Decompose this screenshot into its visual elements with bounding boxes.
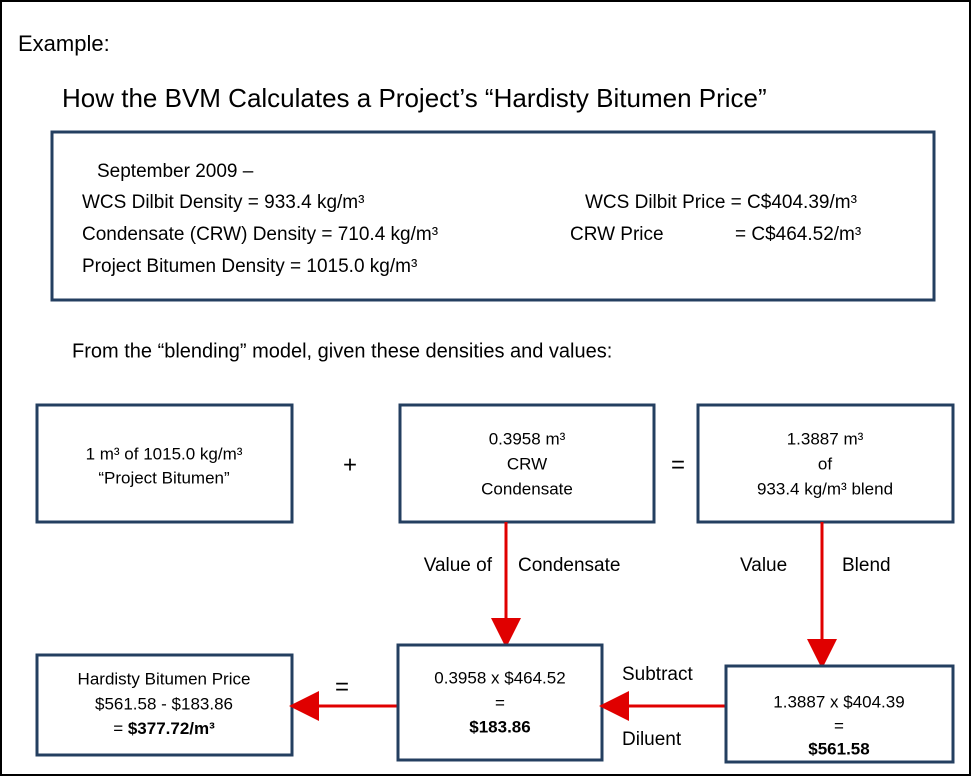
input: Project Bitumen Density = 1015.0 kg/m³ <box>82 256 417 277</box>
title: How the BVM Calculates a Project’s “Hard… <box>62 83 767 113</box>
intro: From the “blending” model, given these d… <box>72 340 612 362</box>
equals: = <box>335 673 349 700</box>
input: = C$464.52/m³ <box>735 224 861 245</box>
box-text: = $377.72/m³ <box>113 719 215 738</box>
box-text: 933.4 kg/m³ blend <box>757 479 893 498</box>
box-text: “Project Bitumen” <box>98 468 230 487</box>
box-text: = <box>495 693 505 712</box>
price-result: $377.72/m³ <box>128 719 215 738</box>
box-text: $561.58 - $183.86 <box>95 694 233 713</box>
box-text: Hardisty Bitumen Price <box>78 669 251 688</box>
bitumen-box <box>35 403 294 524</box>
input: Condensate (CRW) Density = 710.4 kg/m³ <box>82 224 438 245</box>
box-text: = <box>834 716 844 735</box>
box-text: $183.86 <box>469 717 530 736</box>
blend-value-box <box>724 664 955 764</box>
price-prefix: = <box>113 719 128 738</box>
diluent-box <box>396 643 604 762</box>
box-text: 1 m³ of 1015.0 kg/m³ <box>86 444 243 463</box>
input: CRW Price <box>570 224 664 245</box>
arrow-label: Value of <box>424 555 493 576</box>
input: WCS Dilbit Price = C$404.39/m³ <box>585 192 857 213</box>
input: WCS Dilbit Density = 933.4 kg/m³ <box>82 192 364 213</box>
box-text: CRW <box>507 454 547 473</box>
box-text: 0.3958 x $464.52 <box>434 668 565 687</box>
blend-box <box>696 403 955 524</box>
box-text: Condensate <box>481 479 573 498</box>
plus: + <box>343 451 357 478</box>
box-text: 1.3887 m³ <box>787 429 864 448</box>
example-label: Example: <box>18 31 110 56</box>
box-text: 0.3958 m³ <box>489 429 566 448</box>
equals: = <box>671 451 685 478</box>
arrow-label: Value <box>740 555 787 576</box>
box-text: $561.58 <box>808 739 869 758</box>
inputs-box <box>50 130 936 302</box>
arrow-label: Condensate <box>518 555 620 576</box>
box-text: of <box>818 454 832 473</box>
box-text: 1.3887 x $404.39 <box>773 692 904 711</box>
arrow-label: Blend <box>842 555 891 576</box>
arrow-label: Subtract <box>622 664 693 685</box>
date: September 2009 – <box>97 161 254 182</box>
arrow-label: Diluent <box>622 729 682 750</box>
condensate-box <box>398 403 656 524</box>
